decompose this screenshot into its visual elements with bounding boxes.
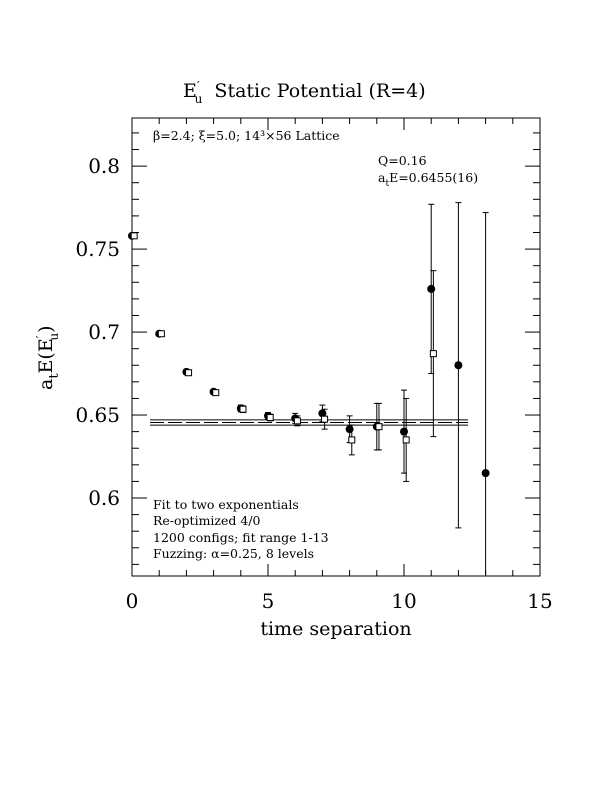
y-tick-label: 0.75: [75, 237, 120, 261]
fit-band: [150, 419, 468, 426]
y-tick-label: 0.6: [88, 486, 120, 510]
data-point: [345, 425, 354, 434]
y-tick-label: 0.65: [75, 403, 120, 427]
data-point: [481, 469, 490, 478]
data-point: [400, 427, 408, 436]
data-point-square: [185, 369, 193, 377]
data-point-square: [130, 232, 138, 240]
y-axis-label: atE(E′u): [34, 325, 62, 390]
data-point-square: [266, 414, 274, 422]
data-point-square: [157, 330, 165, 338]
y-tick-label: 0.8: [88, 154, 120, 178]
legend-line-4: Fuzzing: α=0.25, 8 levels: [153, 546, 314, 561]
legend-line-3: 1200 configs; fit range 1-13: [153, 530, 329, 545]
lattice-annotation: β=2.4; ξ=5.0; 14³×56 Lattice: [153, 128, 340, 143]
legend-line-2: Re-optimized 4/0: [153, 513, 261, 528]
plot-frame: [131, 117, 541, 577]
data-point: [318, 409, 327, 418]
data-point-square: [402, 436, 410, 444]
data-point: [454, 361, 463, 370]
data-point-square: [429, 350, 437, 358]
data-point: [427, 284, 436, 293]
x-tick-label: 0: [126, 589, 139, 613]
data-point-square: [293, 417, 301, 425]
legend-line-1: Fit to two exponentials: [153, 497, 299, 512]
data-point-square: [375, 423, 383, 431]
chart-title: E′ u Static Potential (R=4): [183, 79, 426, 106]
y-tick-label: 0.7: [88, 320, 120, 344]
x-tick-label: 10: [391, 589, 416, 613]
x-tick-label: 15: [527, 589, 552, 613]
x-tick-label: 5: [262, 589, 275, 613]
axis-ticks: [131, 118, 541, 576]
y-tick-labels: 0.6 0.65 0.7 0.75 0.8: [75, 154, 120, 510]
fit-result-annotation: atE=0.6455(16): [378, 170, 478, 189]
q-annotation: Q=0.16: [378, 153, 427, 168]
data-point-square: [212, 389, 220, 397]
data-point-square: [321, 415, 329, 423]
x-axis-label: time separation: [260, 618, 411, 640]
x-tick-labels: 0 5 10 15: [126, 589, 553, 613]
data-point-square: [348, 436, 356, 444]
data-markers: [128, 231, 490, 478]
data-point-square: [239, 405, 247, 413]
